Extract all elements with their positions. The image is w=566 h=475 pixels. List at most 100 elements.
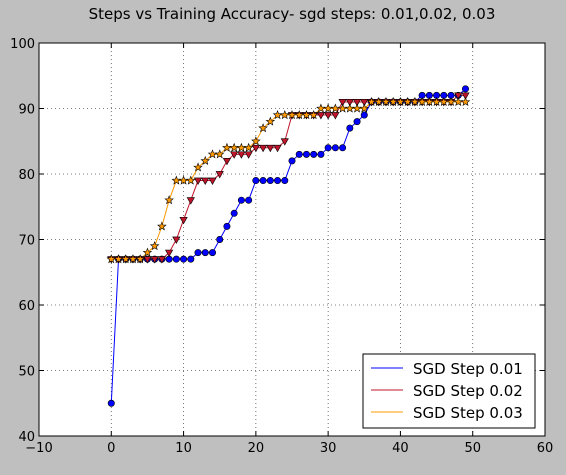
data-point — [215, 171, 224, 179]
data-point — [208, 177, 217, 185]
data-point — [107, 399, 115, 407]
data-point — [251, 136, 261, 146]
y-tick-label: 50 — [18, 365, 35, 380]
data-point — [281, 177, 289, 185]
data-point — [245, 196, 253, 204]
data-point — [266, 144, 275, 153]
legend-label: SGD Step 0.01 — [413, 360, 523, 378]
series-markers-star — [106, 96, 471, 264]
legend-label: SGD Step 0.02 — [413, 382, 523, 400]
data-point — [258, 123, 268, 133]
data-point — [149, 241, 160, 251]
data-point — [258, 144, 268, 153]
data-point — [324, 144, 332, 152]
x-tick-label: 20 — [248, 441, 265, 456]
data-point — [150, 256, 159, 264]
ticks: −10 0 10 20 30 40 50 60 40 50 60 70 80 90 100 — [10, 37, 553, 456]
grid — [39, 43, 545, 436]
data-point — [353, 118, 361, 126]
data-point — [214, 149, 225, 159]
data-point — [223, 222, 231, 230]
x-tick-label: −10 — [25, 441, 52, 456]
data-point — [251, 144, 260, 153]
data-point — [237, 151, 246, 159]
data-point — [339, 144, 347, 152]
data-point — [331, 112, 340, 120]
data-point — [165, 249, 174, 258]
data-point — [310, 150, 318, 158]
data-point — [266, 177, 274, 185]
x-tick-label: 10 — [175, 441, 192, 456]
x-tick-label: 50 — [464, 441, 481, 456]
x-tick-label: 30 — [320, 441, 337, 456]
data-point — [317, 150, 325, 158]
data-point — [345, 99, 354, 107]
data-point — [360, 99, 369, 107]
y-tick-label: 90 — [18, 103, 35, 118]
data-point — [273, 144, 282, 153]
data-point — [164, 195, 174, 205]
data-point — [360, 111, 368, 119]
data-point — [157, 221, 167, 231]
chart-title: Steps vs Training Accuracy- sgd steps: 0… — [89, 5, 496, 23]
data-point — [237, 196, 245, 204]
data-point — [274, 177, 282, 185]
series-layer — [106, 85, 471, 407]
data-point — [288, 157, 296, 165]
data-point — [180, 255, 188, 263]
data-point — [316, 112, 326, 120]
data-point — [295, 150, 303, 158]
x-tick-label: 60 — [537, 441, 554, 456]
data-point — [331, 144, 339, 152]
data-point — [243, 142, 254, 152]
data-point — [186, 175, 196, 185]
data-point — [187, 255, 195, 263]
data-point — [280, 138, 289, 146]
data-point — [324, 112, 333, 120]
data-point — [461, 92, 470, 100]
data-point — [454, 92, 463, 100]
x-tick-label: 40 — [392, 441, 409, 456]
data-point — [179, 216, 188, 225]
data-point — [230, 151, 239, 159]
data-point — [172, 255, 180, 263]
data-point — [193, 162, 203, 172]
data-point — [222, 158, 232, 166]
data-point — [208, 249, 216, 257]
y-tick-label: 70 — [18, 234, 35, 249]
data-point — [157, 256, 166, 264]
data-point — [265, 116, 276, 126]
legend-label: SGD Step 0.03 — [413, 404, 523, 422]
data-point — [135, 254, 145, 264]
y-tick-label: 80 — [18, 168, 35, 183]
data-point — [259, 177, 267, 185]
data-point — [143, 256, 152, 264]
data-point — [194, 249, 202, 257]
data-point — [252, 177, 260, 185]
data-point — [200, 155, 211, 165]
data-point — [460, 96, 471, 107]
data-point — [244, 151, 253, 159]
y-tick-label: 100 — [10, 37, 35, 52]
data-point — [142, 247, 153, 257]
data-point — [230, 209, 238, 217]
data-point — [302, 150, 310, 158]
data-point — [359, 103, 370, 113]
data-point — [172, 236, 181, 244]
y-tick-label: 60 — [18, 299, 35, 314]
data-point — [461, 85, 469, 93]
x-tick-label: 0 — [107, 441, 115, 456]
data-point — [346, 124, 354, 132]
data-point — [216, 236, 224, 244]
y-tick-label: 40 — [18, 430, 35, 445]
data-point — [338, 99, 347, 107]
data-point — [352, 99, 362, 107]
data-point — [308, 110, 319, 120]
data-point — [193, 177, 203, 185]
legend-box — [362, 353, 536, 429]
data-point — [201, 249, 209, 257]
data-point — [186, 197, 195, 205]
data-point — [201, 177, 210, 185]
